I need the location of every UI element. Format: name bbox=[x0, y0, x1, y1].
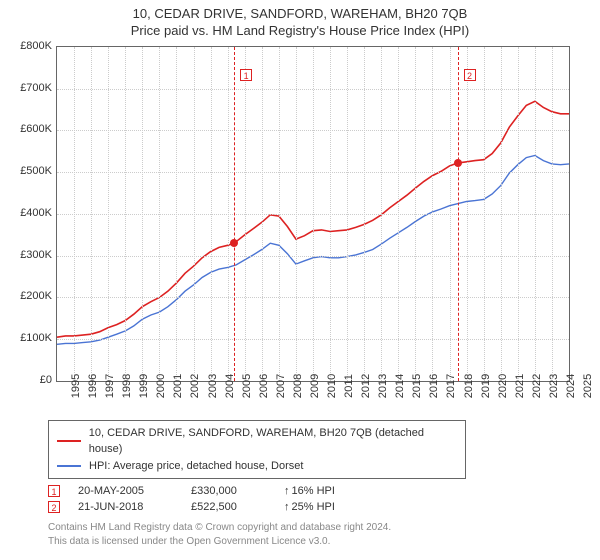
sale-marker-icon: 2 bbox=[48, 501, 60, 513]
chart-container: 10, CEDAR DRIVE, SANDFORD, WAREHAM, BH20… bbox=[0, 0, 600, 560]
gridline-v bbox=[262, 47, 263, 381]
gridline-v bbox=[176, 47, 177, 381]
sale-price: £522,500 bbox=[191, 501, 266, 513]
legend-label: 10, CEDAR DRIVE, SANDFORD, WAREHAM, BH20… bbox=[89, 425, 457, 458]
gridline-v bbox=[501, 47, 502, 381]
gridline-v bbox=[279, 47, 280, 381]
gridline-v bbox=[211, 47, 212, 381]
sale-delta: 16% HPI bbox=[284, 485, 335, 497]
gridline-v bbox=[398, 47, 399, 381]
gridline-v bbox=[484, 47, 485, 381]
sale-date: 20-MAY-2005 bbox=[78, 485, 173, 497]
sale-price: £330,000 bbox=[191, 485, 266, 497]
gridline-v bbox=[364, 47, 365, 381]
sale-date: 21-JUN-2018 bbox=[78, 501, 173, 513]
gridline-v bbox=[330, 47, 331, 381]
sale-marker-icon: 1 bbox=[48, 485, 60, 497]
plot-area: 12 bbox=[56, 46, 570, 382]
sale-marker-dot bbox=[230, 239, 238, 247]
sale-marker-line bbox=[458, 47, 459, 381]
legend-label: HPI: Average price, detached house, Dors… bbox=[89, 458, 303, 475]
sale-marker-dot bbox=[454, 159, 462, 167]
y-tick-label: £0 bbox=[40, 374, 52, 386]
footer-line-2: This data is licensed under the Open Gov… bbox=[48, 535, 590, 549]
legend-swatch-hpi bbox=[57, 465, 81, 467]
y-tick-label: £400K bbox=[20, 207, 52, 219]
gridline-v bbox=[74, 47, 75, 381]
sale-row: 2 21-JUN-2018 £522,500 25% HPI bbox=[48, 501, 590, 513]
y-tick-label: £200K bbox=[20, 290, 52, 302]
gridline-v bbox=[108, 47, 109, 381]
sale-marker-box: 1 bbox=[240, 69, 252, 81]
gridline-v bbox=[432, 47, 433, 381]
gridline-v bbox=[450, 47, 451, 381]
sale-delta: 25% HPI bbox=[284, 501, 335, 513]
legend-row: 10, CEDAR DRIVE, SANDFORD, WAREHAM, BH20… bbox=[57, 425, 457, 458]
title-line-1: 10, CEDAR DRIVE, SANDFORD, WAREHAM, BH20… bbox=[10, 6, 590, 23]
legend-swatch-property bbox=[57, 440, 81, 442]
gridline-v bbox=[194, 47, 195, 381]
y-tick-label: £100K bbox=[20, 332, 52, 344]
x-tick-label: 2025 bbox=[568, 374, 594, 398]
sale-marker-box: 2 bbox=[464, 69, 476, 81]
gridline-v bbox=[159, 47, 160, 381]
chart-title: 10, CEDAR DRIVE, SANDFORD, WAREHAM, BH20… bbox=[10, 6, 590, 40]
gridline-v bbox=[125, 47, 126, 381]
gridline-v bbox=[518, 47, 519, 381]
gridline-v bbox=[91, 47, 92, 381]
gridline-v bbox=[228, 47, 229, 381]
sale-marker-line bbox=[234, 47, 235, 381]
footer-attribution: Contains HM Land Registry data © Crown c… bbox=[48, 521, 590, 548]
gridline-v bbox=[467, 47, 468, 381]
title-line-2: Price paid vs. HM Land Registry's House … bbox=[10, 23, 590, 40]
footer-line-1: Contains HM Land Registry data © Crown c… bbox=[48, 521, 590, 535]
gridline-v bbox=[552, 47, 553, 381]
gridline-v bbox=[347, 47, 348, 381]
gridline-v bbox=[142, 47, 143, 381]
sale-row: 1 20-MAY-2005 £330,000 16% HPI bbox=[48, 485, 590, 497]
y-tick-label: £600K bbox=[20, 123, 52, 135]
gridline-v bbox=[313, 47, 314, 381]
y-tick-label: £300K bbox=[20, 249, 52, 261]
gridline-v bbox=[381, 47, 382, 381]
gridline-v bbox=[415, 47, 416, 381]
y-tick-label: £700K bbox=[20, 82, 52, 94]
legend-row: HPI: Average price, detached house, Dors… bbox=[57, 458, 457, 475]
gridline-v bbox=[245, 47, 246, 381]
gridline-v bbox=[296, 47, 297, 381]
y-tick-label: £800K bbox=[20, 40, 52, 52]
chart-area: £0£100K£200K£300K£400K£500K£600K£700K£80… bbox=[16, 44, 576, 414]
legend: 10, CEDAR DRIVE, SANDFORD, WAREHAM, BH20… bbox=[48, 420, 466, 480]
y-tick-label: £500K bbox=[20, 165, 52, 177]
gridline-v bbox=[535, 47, 536, 381]
